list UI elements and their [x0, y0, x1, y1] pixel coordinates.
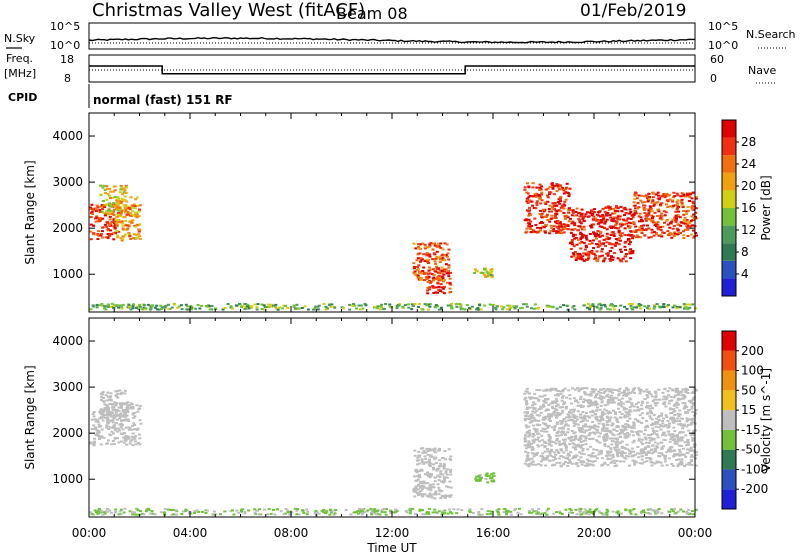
x-tick-6: 00:00 — [678, 526, 713, 540]
velocity-colorbar-segment-6 — [722, 370, 736, 391]
noise-tick-right-top: 10^5 — [708, 20, 738, 33]
echo-region-5 — [523, 387, 698, 468]
freq-label-top: Freq. — [6, 52, 33, 65]
echo-region-3 — [412, 242, 451, 283]
velocity-colorbar-tick-0: 200 — [741, 344, 764, 358]
echo-region-4 — [474, 472, 496, 484]
cpid-label: CPID — [8, 91, 37, 104]
velocity-colorbar-tick-2: 50 — [741, 383, 756, 397]
velocity-colorbar-segment-5 — [722, 390, 736, 411]
noise-sky-line — [88, 36, 695, 44]
power-colorbar-tick-2: 12 — [741, 223, 756, 237]
velocity-colorbar-tick-1: 100 — [741, 364, 764, 378]
echo-region-2 — [114, 401, 143, 447]
velocity-colorbar-segment-1 — [722, 469, 736, 490]
time-axis-ticks: 00:00 04:00 08:00 12:00 16:00 20:00 00:00 — [72, 526, 713, 540]
velocity-panel: 1000 2000 3000 4000 Slant Range [km] 200 100 50… — [23, 317, 773, 518]
cpid-value: normal (fast) 151 RF — [93, 93, 233, 107]
noise-strip-frame — [88, 22, 696, 50]
velocity-colorbar-segment-0 — [722, 489, 736, 509]
nave-label: Nave — [748, 64, 776, 77]
power-colorbar-tick-5: 24 — [741, 157, 756, 171]
power-colorbar-segment-7 — [722, 155, 736, 173]
power-colorbar-segment-4 — [722, 208, 736, 226]
freq-tick-bottom: 8 — [64, 72, 71, 85]
echo-region-4 — [425, 269, 453, 295]
echo-region-2 — [114, 196, 142, 242]
velocity-y-tick-3: 4000 — [52, 334, 83, 348]
echo-region-5 — [473, 267, 494, 278]
velocity-colorbar-tick-3: 15 — [741, 403, 756, 417]
x-tick-1: 04:00 — [173, 526, 208, 540]
date-label: 01/Feb/2019 — [580, 1, 686, 21]
noise-tick-left-bottom: 10^0 — [50, 39, 80, 52]
freq-tick-top: 18 — [60, 53, 74, 66]
echo-region-9 — [89, 302, 698, 311]
velocity-y-tick-1: 2000 — [52, 426, 83, 440]
velocity-y-tick-2: 3000 — [52, 380, 83, 394]
nsky-label: N.Sky — [4, 32, 36, 45]
power-y-tick-1: 2000 — [52, 221, 83, 235]
power-colorbar-tick-3: 16 — [741, 201, 756, 215]
x-tick-0: 00:00 — [72, 526, 107, 540]
x-tick-5: 20:00 — [577, 526, 612, 540]
station-title: Christmas Valley West (fitACF) — [92, 0, 365, 21]
power-y-tick-3: 4000 — [52, 129, 83, 143]
power-colorbar-segment-8 — [722, 137, 736, 156]
power-colorbar-tick-1: 8 — [741, 245, 749, 259]
power-y-tick-2: 3000 — [52, 175, 83, 189]
power-panel: 1000 2000 3000 4000 Slant Range [km] 4 8 12 16 20… — [23, 112, 773, 313]
velocity-colorbar-tick-4: -15 — [741, 423, 761, 437]
power-colorbar-segment-5 — [722, 190, 736, 208]
echo-region-7 — [568, 205, 635, 263]
velocity-colorbar-tick-6: -100 — [741, 462, 768, 476]
power-colorbar-segment-3 — [722, 225, 736, 244]
velocity-colorbar-segment-4 — [722, 410, 736, 430]
frequency-line — [89, 65, 695, 75]
velocity-colorbar-segment-8 — [722, 331, 736, 351]
power-colorbar-tick-0: 4 — [741, 267, 749, 281]
nsearch-label: N.Search — [746, 28, 796, 41]
x-axis-label: Time UT — [366, 541, 417, 554]
noise-tick-left-top: 10^5 — [50, 20, 80, 33]
power-colorbar-segment-6 — [722, 172, 736, 191]
noise-tick-right-bottom: 10^0 — [708, 39, 738, 52]
velocity-colorbar-tick-5: -50 — [741, 443, 761, 457]
echo-region-6 — [523, 182, 572, 235]
power-colorbar-tick-6: 28 — [741, 135, 756, 149]
freq-label-bottom: [MHz] — [4, 67, 36, 80]
beam-label: Beam 08 — [336, 4, 408, 23]
echo-region-3 — [412, 447, 453, 500]
power-colorbar-label: Power [dB] — [759, 175, 773, 240]
x-tick-3: 12:00 — [375, 526, 410, 540]
nave-tick-top: 60 — [710, 53, 724, 66]
x-tick-2: 08:00 — [274, 526, 309, 540]
velocity-colorbar-label: Velocity [m s^-1] — [759, 368, 773, 472]
power-colorbar-segment-9 — [722, 120, 736, 138]
x-tick-4: 16:00 — [476, 526, 511, 540]
power-y-tick-0: 1000 — [52, 267, 83, 281]
freq-strip-frame — [88, 54, 696, 83]
velocity-colorbar-tick-7: -200 — [741, 482, 768, 496]
nave-tick-bottom: 0 — [710, 72, 717, 85]
velocity-colorbar-segment-2 — [722, 449, 736, 470]
velocity-y-tick-0: 1000 — [52, 472, 83, 486]
power-colorbar-segment-0 — [722, 278, 736, 296]
velocity-colorbar-segment-3 — [722, 429, 736, 450]
echo-region-0 — [89, 203, 117, 241]
echo-region-8 — [631, 191, 698, 239]
velocity-colorbar-segment-7 — [722, 350, 736, 371]
power-colorbar-segment-2 — [722, 243, 736, 261]
velocity-y-axis-label: Slant Range [km] — [23, 365, 37, 469]
power-colorbar-segment-1 — [722, 260, 736, 279]
power-colorbar-tick-4: 20 — [741, 179, 756, 193]
power-y-axis-label: Slant Range [km] — [23, 160, 37, 264]
